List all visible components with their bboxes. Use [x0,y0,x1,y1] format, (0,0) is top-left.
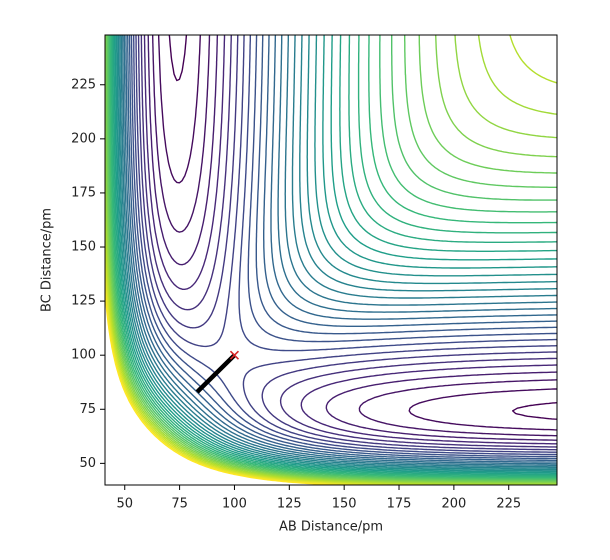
y-tick-label: 100 [71,348,96,363]
x-axis-label: AB Distance/pm [279,520,383,535]
y-tick-label: 150 [71,240,96,255]
contour-set [105,35,557,485]
x-tick-label: 150 [332,497,357,512]
contour-line [152,35,557,437]
x-tick-label: 175 [387,497,412,512]
contour-line [168,35,557,420]
x-tick-label: 225 [496,497,521,512]
contour-line [111,35,557,477]
start-marker [229,350,240,360]
contour-line [127,35,557,462]
contour-line [114,35,557,474]
contour-line [105,35,557,483]
y-axis-label: BC Distance/pm [40,208,55,312]
contour-line [105,290,337,485]
contour-line [117,35,557,471]
contour-line [112,35,557,476]
contour-line [140,35,557,448]
contour-line [158,35,557,431]
y-tick-label: 200 [71,131,96,146]
y-tick-label: 175 [71,185,96,200]
trajectory [195,353,237,394]
contour-line [135,35,557,453]
contour-line [107,35,557,481]
contour-line [105,244,433,485]
x-tick-label: 200 [441,497,466,512]
contour-line [147,35,557,441]
contour-line [110,35,557,478]
contour-line [116,35,557,472]
plot-frame [104,34,558,486]
contour-line [106,35,557,482]
contour-line [105,35,557,484]
contour-line [105,35,557,485]
contour-line [115,35,557,473]
contour-line [128,35,557,460]
y-tick-label: 50 [79,456,96,471]
contour-line [108,35,557,480]
contour-line [109,35,557,479]
contour-line [133,35,557,456]
contour-line [122,35,557,466]
x-tick-label: 100 [222,497,247,512]
contour-line [143,35,557,445]
x-tick-label: 125 [277,497,302,512]
contour-line [120,35,557,468]
y-tick-label: 225 [71,77,96,92]
x-tick-label: 50 [116,497,133,512]
y-tick-label: 125 [71,294,96,309]
contour-line [123,35,557,465]
y-tick-label: 75 [79,402,96,417]
contour-line [119,35,557,469]
x-tick-label: 75 [171,497,188,512]
contour-line [125,35,557,463]
contour-line [105,35,557,485]
contour-line [137,35,557,451]
contour-line [130,35,557,458]
